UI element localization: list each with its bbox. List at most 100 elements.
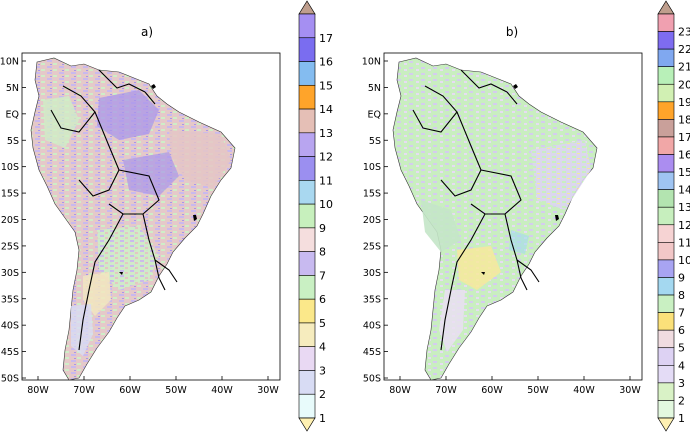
colorbar-label: 1 [678,412,685,425]
colorbar-swatch [657,136,675,155]
lon-tick-label: 50W [165,385,187,396]
panel-b-map [392,57,598,381]
lat-tick-label: 5N [6,83,19,94]
panel-a: a) [0,0,333,432]
colorbar-swatch [657,312,675,331]
lon-tick-label: 50W [527,385,549,396]
colorbar-label: 8 [319,246,326,259]
lat-tick-label: 15S [1,189,19,200]
colorbar-over-triangle [298,0,316,15]
lat-tick-label: 40S [1,321,19,332]
colorbar-over-triangle [657,0,675,15]
colorbar-label: 7 [678,307,685,320]
colorbar-label: 23 [678,26,690,39]
colorbar-swatch [657,400,675,419]
panel-b-title: b) [506,25,518,39]
colorbar-swatch [298,156,316,181]
colorbar-label: 16 [319,56,333,69]
colorbar-swatch [657,294,675,313]
colorbar-swatch [657,382,675,401]
colorbar-swatch [657,66,675,85]
colorbar-label: 19 [678,96,690,109]
colorbar-label: 15 [319,79,333,92]
lat-tick-label: 45S [363,347,381,358]
colorbar-swatch [298,108,316,134]
lat-tick-label: 50S [363,374,381,385]
colorbar-label: 12 [319,151,333,164]
panel-b-lon-axis: 80W 70W 60W 50W 40W 30W [389,385,641,396]
colorbar-label: 21 [678,61,690,74]
colorbar-label: 1 [319,412,326,425]
colorbar-label: 6 [678,324,685,337]
lon-tick-label: 70W [435,385,457,396]
colorbar-label: 14 [678,184,690,197]
colorbar-label: 17 [678,131,690,144]
lake-icon [555,215,559,221]
colorbar-swatch [657,48,675,67]
colorbar-under-triangle [657,417,675,432]
lat-tick-label: 5S [7,136,19,147]
colorbar-label: 9 [678,271,685,284]
colorbar-swatch [298,132,316,157]
colorbar-swatch [298,37,316,62]
colorbar-label: 11 [678,236,690,249]
colorbar-swatch [657,189,675,208]
panel-b: b) 10N 5N EQ 5S 10S 15S 20S 25S 30S 3 [362,0,690,432]
lon-tick-label: 80W [389,385,411,396]
lat-tick-label: 10N [362,57,381,68]
lat-tick-label: EQ [6,109,19,120]
colorbar-swatch [298,13,316,39]
colorbar-label: 3 [678,377,685,390]
colorbar-label: 5 [319,317,326,330]
colorbar-swatch [298,227,316,252]
lake-icon [151,84,156,89]
colorbar-label: 15 [678,166,690,179]
lat-tick-label: 10S [1,162,19,173]
panel-a-title: a) [141,25,153,39]
colorbar-label: 4 [319,341,326,354]
colorbar-label: 11 [319,174,333,187]
colorbar-swatch [657,119,675,138]
colorbar-label: 14 [319,103,333,116]
lat-tick-label: 10S [363,162,381,173]
lat-tick-label: 5S [369,136,381,147]
colorbar-label: 3 [319,364,326,377]
colorbar-swatch [657,31,675,50]
colorbar-swatch [298,180,316,205]
colorbar-swatch [657,13,675,32]
lat-tick-label: 20S [363,215,381,226]
central-purple-region [123,152,179,196]
lat-tick-label: 25S [363,241,381,252]
southeast-blue-region [509,230,529,254]
colorbar-swatch [298,84,316,110]
lake-icon [193,215,197,221]
lat-tick-label: 35S [1,294,19,305]
lake-icon [481,272,485,275]
panel-b-tick-marks [384,60,631,380]
colorbar-swatch [657,347,675,366]
colorbar-label: 7 [319,269,326,282]
panel-a-tick-marks [22,60,269,380]
chaco-yellow-region [457,246,501,290]
lat-tick-label: 15S [363,189,381,200]
colorbar-label: 4 [678,359,685,372]
colorbar-swatch [657,259,675,278]
colorbar-swatch [657,242,675,261]
patagonia-lavender-region [439,290,465,352]
colorbar-label: 5 [678,342,685,355]
lat-tick-label: 45S [1,347,19,358]
lat-tick-label: 30S [1,268,19,279]
country-borders [50,69,178,351]
andes-green-region [43,96,79,148]
lat-tick-label: 50S [1,374,19,385]
andes-green-region [421,200,461,252]
colorbar-swatch [298,61,316,86]
colorbar-swatch [298,275,316,300]
amazon-purple-region [97,90,159,140]
lon-tick-label: 30W [257,385,279,396]
colorbar-label: 6 [319,293,326,306]
south-green-region [97,226,159,290]
